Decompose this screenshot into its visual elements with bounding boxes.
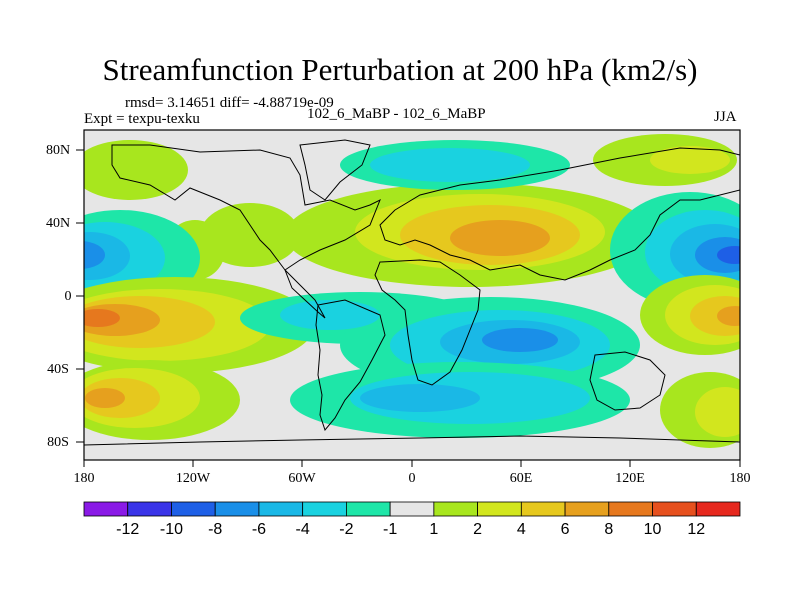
colorbar-label: -4 xyxy=(296,521,310,538)
coastline-antarctica xyxy=(84,435,740,446)
colorbar-box xyxy=(83,501,129,517)
coastline-south-america xyxy=(315,299,386,432)
lon-label-120w: 120W xyxy=(176,471,211,486)
lat-label-40s: 40S xyxy=(47,362,69,377)
anomaly-blob xyxy=(370,148,530,182)
anomaly-blob xyxy=(650,146,730,174)
anomaly-blob xyxy=(280,300,380,330)
case-label: 102_6_MaBP - 102_6_MaBP xyxy=(307,106,486,122)
colorbar: -12 -10 -8 -6 -4 -2 -1 1 2 4 6 8 10 12 xyxy=(83,501,741,538)
anomaly-blob xyxy=(84,309,120,327)
colorbar-box xyxy=(345,501,391,517)
colorbar-box xyxy=(433,501,479,517)
colorbar-label: -1 xyxy=(383,521,397,538)
experiment-label: Expt = texpu-texku xyxy=(84,111,200,127)
lon-label-0: 0 xyxy=(409,471,416,486)
colorbar-box xyxy=(477,501,522,517)
lon-label-180w: 180 xyxy=(74,471,95,486)
coastline-greenland xyxy=(299,139,371,201)
anomaly-blob xyxy=(450,220,550,256)
lon-axis: 180 120W 60W 0 60E 120E 180 xyxy=(74,460,751,486)
anomaly-blob xyxy=(84,140,188,200)
colorbar-label: 10 xyxy=(644,521,662,538)
anomaly-blob xyxy=(695,387,740,437)
colorbar-box xyxy=(520,501,566,517)
colorbar-label: 6 xyxy=(561,521,570,538)
coastline-north-america xyxy=(111,144,381,271)
colorbar-label: 8 xyxy=(604,521,613,538)
colorbar-label: -8 xyxy=(208,521,222,538)
anomaly-blob xyxy=(85,388,125,408)
lat-axis: 80N 40N 0 40S 80S xyxy=(46,143,84,450)
colorbar-label: 2 xyxy=(473,521,482,538)
anomaly-blob xyxy=(84,241,105,269)
lon-label-60w: 60W xyxy=(288,471,316,486)
lon-label-180e: 180 xyxy=(730,471,751,486)
lat-label-80n: 80N xyxy=(46,143,70,158)
map-title: Streamfunction Perturbation at 200 hPa (… xyxy=(102,52,698,87)
colorbar-box xyxy=(695,501,741,517)
colorbar-label: 1 xyxy=(429,521,438,538)
colorbar-box xyxy=(258,501,304,517)
colorbar-box xyxy=(389,501,435,517)
colorbar-box xyxy=(127,501,172,517)
coastlines xyxy=(84,139,740,446)
colorbar-label: -2 xyxy=(339,521,353,538)
lat-label-40n: 40N xyxy=(46,216,70,231)
colorbar-label: 12 xyxy=(687,521,705,538)
anomaly-blob xyxy=(690,296,740,336)
stats-text: rmsd= 3.14651 diff= -4.88719e-09 xyxy=(125,95,334,111)
anomaly-blob xyxy=(717,306,740,326)
coastline-eurasia xyxy=(379,147,740,281)
colorbar-box xyxy=(302,501,347,517)
colorbar-box xyxy=(652,501,697,517)
anomaly-blob xyxy=(360,384,480,412)
coastline-australia xyxy=(589,351,666,411)
anomaly-blob xyxy=(200,203,300,267)
anomaly-blob xyxy=(717,246,740,264)
colorbar-label: -12 xyxy=(116,521,139,538)
lat-label-0: 0 xyxy=(65,289,72,304)
colorbar-box xyxy=(608,501,653,517)
colorbar-label: -6 xyxy=(252,521,266,538)
lat-label-80s: 80S xyxy=(47,435,69,450)
lon-label-60e: 60E xyxy=(510,471,533,486)
coastline-central-america xyxy=(284,269,326,319)
anomaly-blob xyxy=(84,232,130,280)
colorbar-box xyxy=(171,501,216,517)
colorbar-box xyxy=(564,501,610,517)
lon-label-120e: 120E xyxy=(615,471,645,486)
anomaly-blob xyxy=(482,328,558,352)
contour-field xyxy=(84,130,740,460)
colorbar-label: -10 xyxy=(160,521,183,538)
colorbar-label: 4 xyxy=(517,521,526,538)
season-label: JJA xyxy=(714,109,737,125)
coastline-africa xyxy=(374,259,481,386)
colorbar-box xyxy=(214,501,260,517)
